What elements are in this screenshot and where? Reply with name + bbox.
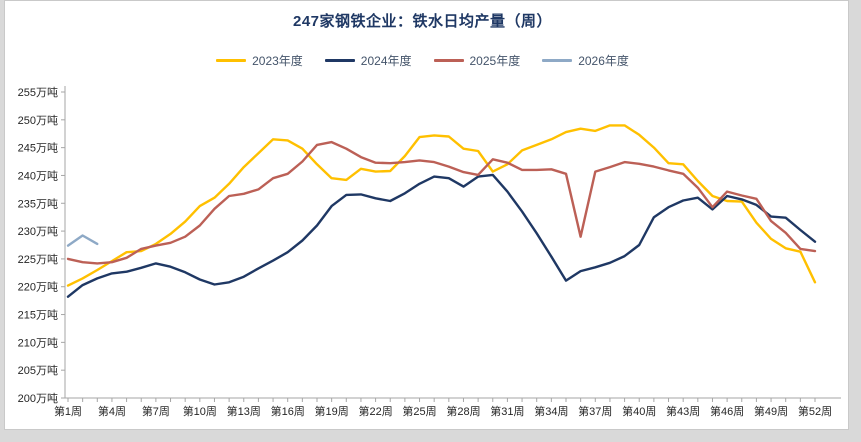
x-axis-label: 第34周	[534, 404, 568, 418]
legend-label: 2023年度	[252, 54, 303, 68]
x-axis-label: 第46周	[710, 404, 744, 418]
legend-label: 2026年度	[578, 54, 629, 68]
legend-item-2023年度: 2023年度	[216, 52, 303, 69]
series-line-2023年度	[66, 124, 817, 287]
y-axis-label: 210万吨	[18, 336, 58, 349]
y-axis-label: 200万吨	[18, 392, 58, 405]
y-axis-label: 205万吨	[18, 364, 58, 377]
y-axis-label: 240万吨	[18, 169, 58, 182]
x-axis-label: 第4周	[98, 404, 126, 418]
x-axis-label: 第43周	[666, 404, 700, 418]
legend-item-2024年度: 2024年度	[324, 52, 412, 69]
y-axis-label: 250万吨	[18, 114, 58, 127]
chart-panel	[4, 0, 849, 430]
legend-label: 2025年度	[469, 54, 521, 68]
chart-legend: 2023年度 2024年度 2025年度 2026年度	[0, 52, 845, 69]
y-axis-label: 230万吨	[18, 225, 58, 238]
x-axis-label: 第25周	[402, 404, 436, 418]
legend-line-swatch	[324, 59, 355, 62]
x-axis-label: 第28周	[446, 404, 480, 418]
y-axis-label: 235万吨	[18, 197, 58, 210]
legend-line-swatch	[542, 59, 573, 62]
y-axis-label: 215万吨	[18, 309, 58, 322]
x-axis-label: 第19周	[315, 404, 349, 418]
x-axis-label: 第13周	[227, 404, 261, 418]
legend-item-2026年度: 2026年度	[542, 52, 629, 69]
x-axis-label: 第37周	[578, 404, 612, 418]
x-axis-label: 第7周	[142, 404, 170, 418]
chart-title: 247家钢铁企业：铁水日均产量（周）	[292, 13, 553, 30]
x-axis-label: 第31周	[490, 404, 524, 418]
legend-label: 2024年度	[360, 54, 412, 68]
series-line-2024年度	[66, 173, 817, 298]
legend-item-2025年度: 2025年度	[433, 52, 521, 69]
y-axis-label: 255万吨	[18, 86, 58, 99]
legend-line-swatch	[433, 59, 464, 62]
y-axis-label: 245万吨	[18, 142, 58, 155]
x-axis-label: 第49周	[754, 404, 788, 418]
series-line-2025年度	[66, 140, 817, 265]
series-line-2026年度	[66, 234, 99, 247]
x-axis-label: 第16周	[271, 404, 305, 418]
x-axis-label: 第1周	[54, 404, 82, 418]
x-axis-label: 第52周	[798, 404, 832, 418]
x-axis-label: 第40周	[622, 404, 656, 418]
x-axis-label: 第10周	[183, 404, 217, 418]
y-axis-label: 225万吨	[18, 253, 58, 266]
x-axis-label: 第22周	[358, 404, 392, 418]
legend-line-swatch	[216, 59, 247, 62]
y-axis-label: 220万吨	[18, 281, 58, 294]
